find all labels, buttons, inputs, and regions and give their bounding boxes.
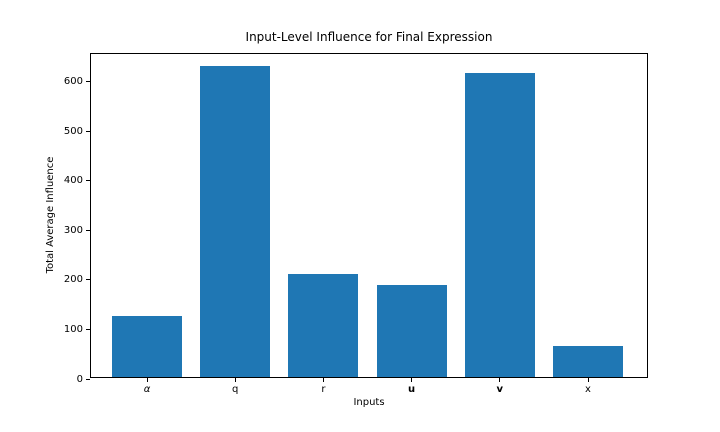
x-tick-label: r [321,384,326,395]
y-tick-mark [86,328,90,330]
x-tick-label: q [232,384,239,395]
bar-α [112,316,182,377]
x-tick-mark [499,378,501,382]
bar-u [376,284,447,377]
y-tick-label: 600 [63,76,83,88]
plot-area: α q r u v x 0 100 200 300 400 500 600 [64,53,648,395]
y-tick-label: 0 [76,373,83,385]
y-tick-label: 100 [63,323,83,335]
y-tick-mark [86,130,90,132]
y-tick-label: 200 [63,274,83,286]
y-tick-label: 300 [63,224,83,236]
x-tick-mark [234,378,236,382]
y-tick-mark [86,229,90,231]
y-tick-mark [86,180,90,182]
chart-title: Input-Level Influence for Final Expressi… [245,30,493,44]
bar-x [553,345,623,377]
y-axis-label: Total Average Influence [45,156,56,274]
bar-v [464,73,535,377]
x-tick-label: α [143,384,151,395]
bar-q [200,66,271,377]
x-axis-label: Inputs [353,397,385,408]
x-tick-label: x [585,384,591,395]
x-tick-mark [587,378,589,382]
x-tick-mark [322,378,324,382]
y-tick-mark [86,378,90,380]
y-tick-mark [86,81,90,83]
y-tick-label: 400 [63,175,83,187]
x-tick-label: v [496,384,504,395]
x-tick-label: u [408,384,416,395]
y-tick-mark [86,279,90,281]
x-tick-mark [411,378,413,382]
x-tick-mark [146,378,148,382]
y-tick-label: 500 [63,125,83,137]
bar-r [288,274,359,377]
